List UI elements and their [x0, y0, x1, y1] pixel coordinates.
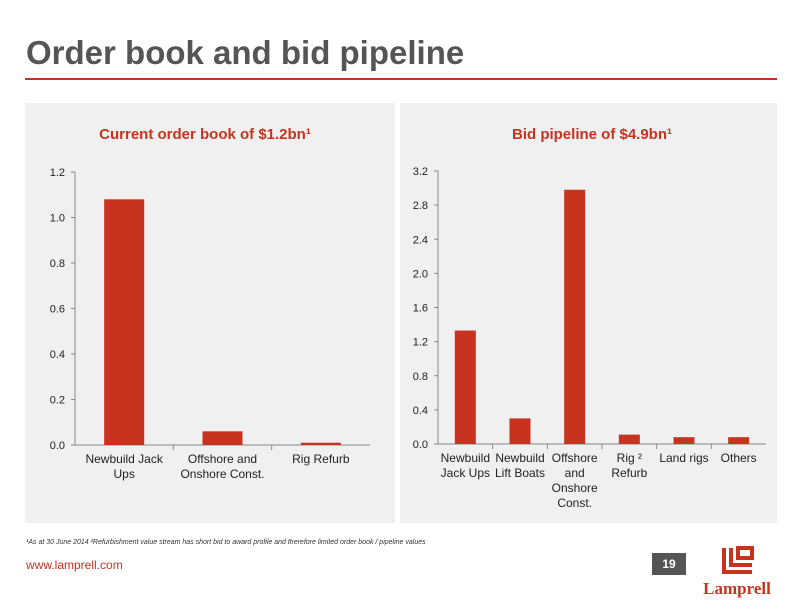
y-tick-label: 1.2 — [50, 167, 65, 179]
y-tick-label: 1.6 — [413, 303, 428, 315]
x-tick-label: Offshore and Onshore Const. — [552, 451, 598, 510]
y-tick-label: 2.0 — [413, 268, 428, 280]
bid-pipeline-chart-panel: Bid pipeline of $4.9bn¹ 0.0 0.4 0.8 1.2 1.6 2.… — [400, 103, 777, 523]
y-tick-label: 3.2 — [413, 166, 428, 178]
y-tick-label: 0.0 — [413, 439, 428, 451]
bar — [728, 437, 750, 444]
x-tick-label: Newbuild Jack Ups — [441, 451, 490, 480]
chart-title: Bid pipeline of $4.9bn¹ — [512, 126, 672, 143]
bar — [618, 434, 640, 444]
logo-text: Lamprell — [703, 579, 771, 598]
y-tick-label: 0.4 — [50, 349, 65, 361]
lamprell-logo: Lamprell — [695, 546, 779, 598]
order-book-chart-panel: Current order book of $1.2bn¹ 0.0 0.2 0.4 0.… — [25, 103, 395, 523]
order-book-chart: Current order book of $1.2bn¹ 0.0 0.2 0.4 0.… — [50, 126, 370, 481]
y-tick-label: 1.0 — [50, 213, 65, 225]
footnote: ¹As at 30 June 2014 ²Refurbishment value… — [26, 539, 426, 546]
bar — [509, 418, 531, 444]
y-tick-label: 0.8 — [413, 371, 428, 383]
y-tick-label: 2.4 — [413, 234, 428, 246]
x-tick-label: Others — [721, 451, 757, 465]
x-tick-label: Newbuild Lift Boats — [495, 451, 545, 480]
bar — [300, 442, 341, 445]
x-tick-label: Land rigs — [659, 451, 708, 465]
lamprell-logo-icon — [722, 546, 754, 574]
x-tick-label: Offshore and Onshore Const. — [180, 452, 264, 481]
y-tick-label: 0.0 — [50, 440, 65, 452]
website-link[interactable]: www.lamprell.com — [26, 558, 123, 572]
y-tick-label: 0.2 — [50, 395, 65, 407]
y-tick-label: 0.8 — [50, 258, 65, 270]
bar — [454, 330, 476, 444]
x-tick-label: Newbuild Jack Ups — [85, 452, 163, 481]
bar — [104, 199, 145, 445]
y-tick-label: 0.4 — [413, 405, 428, 417]
page-title: Order book and bid pipeline — [26, 34, 465, 71]
bar — [564, 189, 586, 444]
title-divider — [25, 78, 777, 80]
x-tick-label: Rig ² Refurb — [611, 451, 647, 480]
bar — [202, 431, 243, 445]
y-tick-label: 0.6 — [50, 304, 65, 316]
x-tick-label: Rig Refurb — [292, 452, 350, 466]
bar — [673, 437, 695, 444]
page-number: 19 — [652, 553, 686, 575]
chart-title: Current order book of $1.2bn¹ — [99, 126, 311, 143]
y-tick-label: 2.8 — [413, 200, 428, 212]
bid-pipeline-chart: Bid pipeline of $4.9bn¹ 0.0 0.4 0.8 1.2 1.6 2.… — [413, 126, 766, 510]
y-tick-label: 1.2 — [413, 337, 428, 349]
